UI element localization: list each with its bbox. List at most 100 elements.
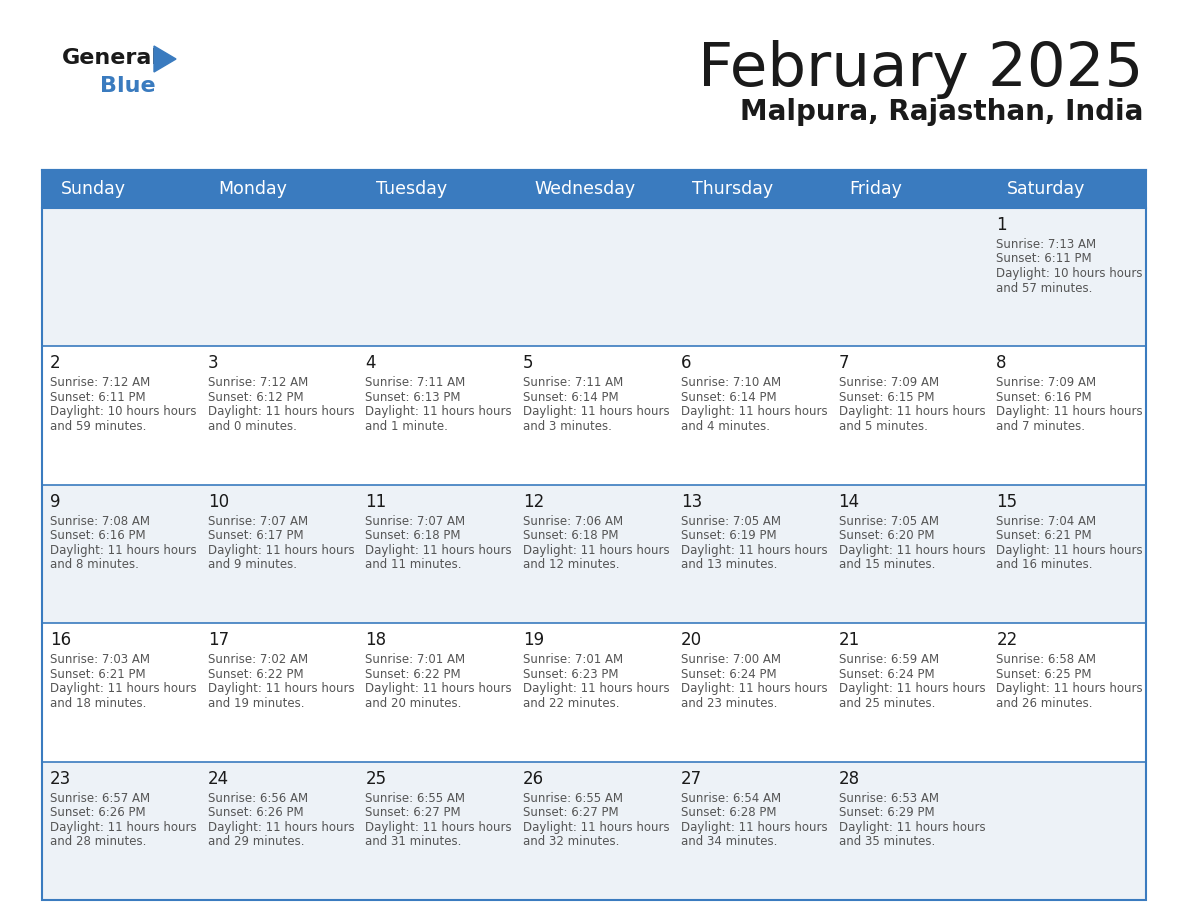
Text: 27: 27 xyxy=(681,769,702,788)
Text: 25: 25 xyxy=(366,769,386,788)
Text: Daylight: 10 hours hours: Daylight: 10 hours hours xyxy=(50,406,196,419)
Text: 17: 17 xyxy=(208,632,229,649)
Text: Sunset: 6:22 PM: Sunset: 6:22 PM xyxy=(208,667,303,681)
Text: Sunrise: 7:02 AM: Sunrise: 7:02 AM xyxy=(208,654,308,666)
Text: 3: 3 xyxy=(208,354,219,373)
Text: Wednesday: Wednesday xyxy=(535,180,636,198)
Text: Daylight: 11 hours hours: Daylight: 11 hours hours xyxy=(839,682,985,695)
Text: Daylight: 11 hours hours: Daylight: 11 hours hours xyxy=(366,821,512,834)
Text: Daylight: 11 hours hours: Daylight: 11 hours hours xyxy=(50,682,197,695)
Text: Sunset: 6:17 PM: Sunset: 6:17 PM xyxy=(208,530,303,543)
Text: Sunset: 6:16 PM: Sunset: 6:16 PM xyxy=(50,530,146,543)
Text: 19: 19 xyxy=(523,632,544,649)
Text: 24: 24 xyxy=(208,769,229,788)
Text: and 15 minutes.: and 15 minutes. xyxy=(839,558,935,571)
Text: 12: 12 xyxy=(523,493,544,510)
Text: 28: 28 xyxy=(839,769,860,788)
Text: Daylight: 11 hours hours: Daylight: 11 hours hours xyxy=(208,406,354,419)
Text: Sunrise: 6:58 AM: Sunrise: 6:58 AM xyxy=(997,654,1097,666)
Text: Sunrise: 7:06 AM: Sunrise: 7:06 AM xyxy=(523,515,624,528)
Text: Thursday: Thursday xyxy=(691,180,773,198)
Text: Sunrise: 6:53 AM: Sunrise: 6:53 AM xyxy=(839,791,939,804)
Text: Daylight: 11 hours hours: Daylight: 11 hours hours xyxy=(523,682,670,695)
Text: and 19 minutes.: and 19 minutes. xyxy=(208,697,304,710)
Text: Sunset: 6:20 PM: Sunset: 6:20 PM xyxy=(839,530,934,543)
Text: and 12 minutes.: and 12 minutes. xyxy=(523,558,620,571)
Text: Sunrise: 7:12 AM: Sunrise: 7:12 AM xyxy=(208,376,308,389)
Text: Sunrise: 6:57 AM: Sunrise: 6:57 AM xyxy=(50,791,150,804)
FancyBboxPatch shape xyxy=(42,346,1146,485)
Text: Daylight: 11 hours hours: Daylight: 11 hours hours xyxy=(997,406,1143,419)
Text: Sunset: 6:21 PM: Sunset: 6:21 PM xyxy=(997,530,1092,543)
Polygon shape xyxy=(154,46,176,72)
Text: 13: 13 xyxy=(681,493,702,510)
Text: Daylight: 11 hours hours: Daylight: 11 hours hours xyxy=(681,682,828,695)
Text: Sunset: 6:27 PM: Sunset: 6:27 PM xyxy=(523,806,619,819)
Text: Sunset: 6:12 PM: Sunset: 6:12 PM xyxy=(208,391,303,404)
Text: and 31 minutes.: and 31 minutes. xyxy=(366,835,462,848)
Text: Sunset: 6:25 PM: Sunset: 6:25 PM xyxy=(997,667,1092,681)
Text: 18: 18 xyxy=(366,632,386,649)
Text: 14: 14 xyxy=(839,493,860,510)
Text: Daylight: 11 hours hours: Daylight: 11 hours hours xyxy=(208,682,354,695)
Text: Sunset: 6:24 PM: Sunset: 6:24 PM xyxy=(681,667,777,681)
Text: Daylight: 11 hours hours: Daylight: 11 hours hours xyxy=(681,821,828,834)
Text: and 23 minutes.: and 23 minutes. xyxy=(681,697,777,710)
Text: Sunrise: 7:11 AM: Sunrise: 7:11 AM xyxy=(523,376,624,389)
Text: Daylight: 11 hours hours: Daylight: 11 hours hours xyxy=(839,821,985,834)
FancyBboxPatch shape xyxy=(42,485,1146,623)
Text: Daylight: 11 hours hours: Daylight: 11 hours hours xyxy=(681,406,828,419)
Text: 6: 6 xyxy=(681,354,691,373)
Text: and 9 minutes.: and 9 minutes. xyxy=(208,558,297,571)
Text: Sunset: 6:23 PM: Sunset: 6:23 PM xyxy=(523,667,619,681)
Text: Daylight: 11 hours hours: Daylight: 11 hours hours xyxy=(366,543,512,557)
Text: Sunset: 6:19 PM: Sunset: 6:19 PM xyxy=(681,530,777,543)
Text: and 4 minutes.: and 4 minutes. xyxy=(681,420,770,433)
Text: Daylight: 11 hours hours: Daylight: 11 hours hours xyxy=(366,406,512,419)
Text: Sunset: 6:11 PM: Sunset: 6:11 PM xyxy=(50,391,146,404)
Text: 22: 22 xyxy=(997,632,1018,649)
Text: Sunset: 6:18 PM: Sunset: 6:18 PM xyxy=(366,530,461,543)
Text: and 35 minutes.: and 35 minutes. xyxy=(839,835,935,848)
Text: 10: 10 xyxy=(208,493,229,510)
Text: Sunset: 6:18 PM: Sunset: 6:18 PM xyxy=(523,530,619,543)
Text: and 22 minutes.: and 22 minutes. xyxy=(523,697,620,710)
Text: and 28 minutes.: and 28 minutes. xyxy=(50,835,146,848)
Text: Sunset: 6:21 PM: Sunset: 6:21 PM xyxy=(50,667,146,681)
Text: 26: 26 xyxy=(523,769,544,788)
Text: Sunday: Sunday xyxy=(61,180,126,198)
Text: Sunset: 6:26 PM: Sunset: 6:26 PM xyxy=(50,806,146,819)
Text: Saturday: Saturday xyxy=(1007,180,1086,198)
Text: Sunrise: 6:54 AM: Sunrise: 6:54 AM xyxy=(681,791,781,804)
Text: Sunrise: 7:05 AM: Sunrise: 7:05 AM xyxy=(839,515,939,528)
Text: Sunset: 6:13 PM: Sunset: 6:13 PM xyxy=(366,391,461,404)
Text: 11: 11 xyxy=(366,493,386,510)
Text: Daylight: 11 hours hours: Daylight: 11 hours hours xyxy=(523,543,670,557)
Text: Sunrise: 7:07 AM: Sunrise: 7:07 AM xyxy=(366,515,466,528)
Text: and 34 minutes.: and 34 minutes. xyxy=(681,835,777,848)
Text: 5: 5 xyxy=(523,354,533,373)
Text: 9: 9 xyxy=(50,493,61,510)
Text: February 2025: February 2025 xyxy=(697,40,1143,99)
Text: 8: 8 xyxy=(997,354,1006,373)
Text: and 8 minutes.: and 8 minutes. xyxy=(50,558,139,571)
FancyBboxPatch shape xyxy=(42,762,1146,900)
Text: Sunset: 6:22 PM: Sunset: 6:22 PM xyxy=(366,667,461,681)
Text: Daylight: 11 hours hours: Daylight: 11 hours hours xyxy=(681,543,828,557)
Text: and 16 minutes.: and 16 minutes. xyxy=(997,558,1093,571)
Text: Monday: Monday xyxy=(219,180,287,198)
Text: Sunrise: 7:08 AM: Sunrise: 7:08 AM xyxy=(50,515,150,528)
Text: and 32 minutes.: and 32 minutes. xyxy=(523,835,619,848)
Text: 20: 20 xyxy=(681,632,702,649)
Text: Sunrise: 7:09 AM: Sunrise: 7:09 AM xyxy=(997,376,1097,389)
Text: Sunrise: 7:10 AM: Sunrise: 7:10 AM xyxy=(681,376,781,389)
Text: and 26 minutes.: and 26 minutes. xyxy=(997,697,1093,710)
Text: Friday: Friday xyxy=(849,180,903,198)
Text: Sunrise: 7:11 AM: Sunrise: 7:11 AM xyxy=(366,376,466,389)
Text: Daylight: 11 hours hours: Daylight: 11 hours hours xyxy=(997,543,1143,557)
Text: 4: 4 xyxy=(366,354,375,373)
Text: and 20 minutes.: and 20 minutes. xyxy=(366,697,462,710)
Text: Tuesday: Tuesday xyxy=(377,180,448,198)
Text: Sunset: 6:28 PM: Sunset: 6:28 PM xyxy=(681,806,776,819)
Text: Sunrise: 7:00 AM: Sunrise: 7:00 AM xyxy=(681,654,781,666)
